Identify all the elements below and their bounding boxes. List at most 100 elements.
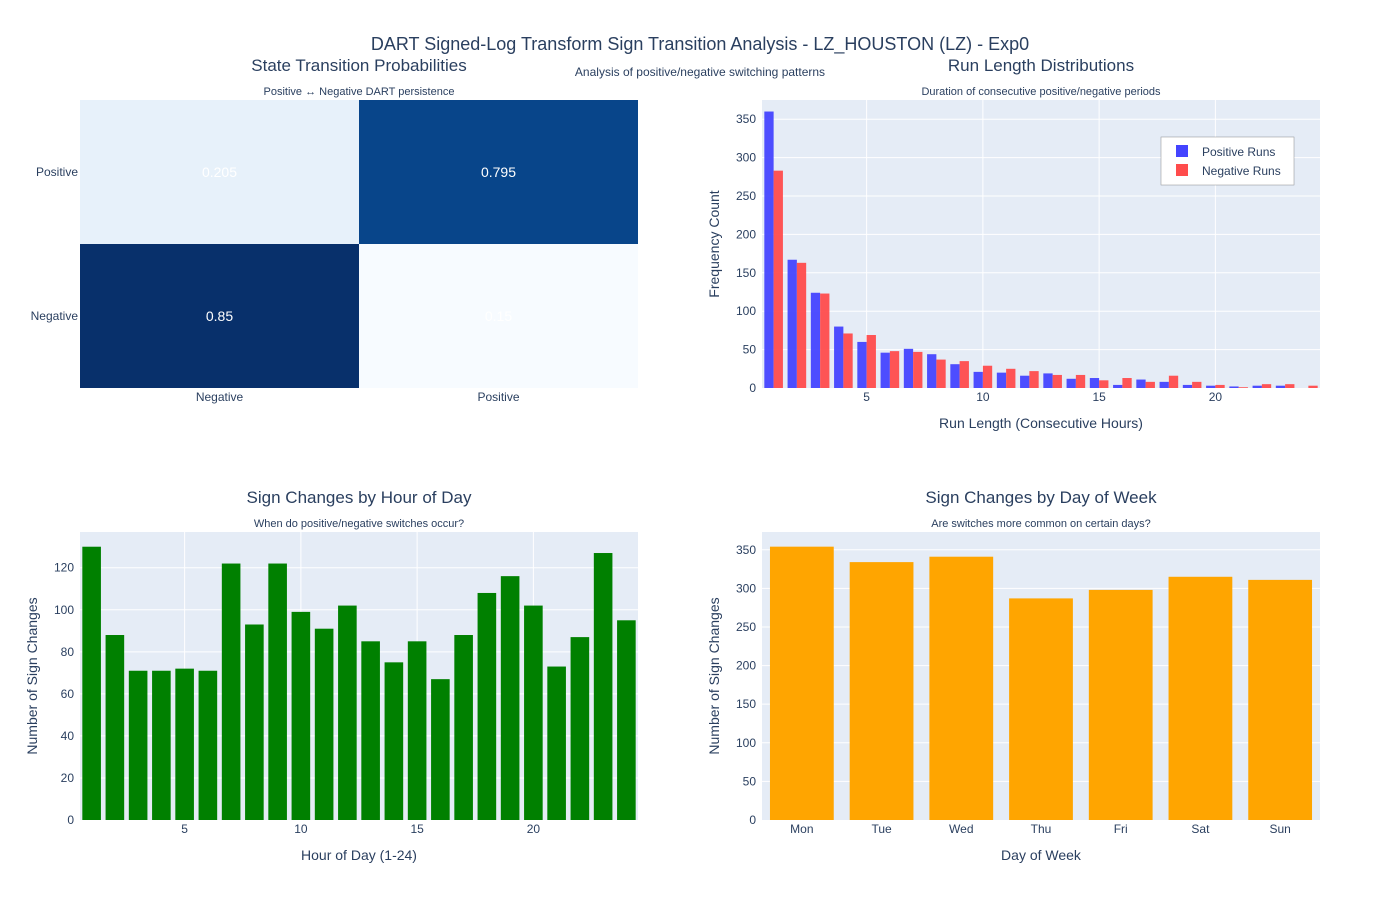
legend-swatch-negative [1176, 164, 1188, 176]
bar [1248, 579, 1313, 820]
heatmap-cell-negative-to-negative [80, 244, 359, 388]
bar-positive-runs [857, 341, 867, 388]
bar [1168, 576, 1233, 820]
heatmap-cell-positive-to-positive [359, 100, 638, 244]
bar [524, 605, 543, 820]
bar [500, 576, 520, 820]
day-subtitle: Are switches more common on certain days… [931, 518, 1150, 530]
run-length-xlabel: Run Length (Consecutive Hours) [939, 415, 1143, 431]
y-tick-label: 350 [736, 543, 756, 557]
x-tick-label: 15 [410, 822, 424, 836]
hour-subtitle: When do positive/negative switches occur… [254, 518, 464, 530]
bar [221, 563, 241, 820]
y-tick-label: 100 [736, 736, 756, 750]
bar-positive-runs [950, 364, 960, 388]
bar [593, 553, 613, 820]
bar-positive-runs [1182, 384, 1193, 388]
day-xlabel: Day of Week [1001, 847, 1082, 863]
x-tick-label: 5 [181, 822, 188, 836]
bar [314, 628, 334, 820]
bar [477, 592, 497, 820]
x-tick-label: 10 [976, 390, 990, 404]
bar-positive-runs [810, 292, 821, 388]
x-tick-label: 20 [1209, 390, 1223, 404]
x-tick-label: 20 [527, 822, 541, 836]
bar-positive-runs [1089, 378, 1100, 388]
hour-of-day-panel: Sign Changes by Hour of Day When do posi… [24, 488, 638, 863]
legend-item-positive[interactable]: Positive Runs [1176, 145, 1275, 159]
y-tick-label: 300 [736, 151, 756, 165]
bar-positive-runs [1159, 381, 1169, 388]
bar [454, 635, 473, 820]
bar [617, 620, 636, 820]
legend-item-negative[interactable]: Negative Runs [1176, 164, 1281, 178]
bar-negative-runs [1122, 378, 1132, 388]
x-tick-label: 10 [294, 822, 308, 836]
bar-positive-runs [903, 348, 914, 388]
legend[interactable]: Positive Runs Negative Runs [1160, 136, 1295, 186]
bar [1088, 589, 1153, 820]
y-tick-label: 150 [736, 266, 756, 280]
x-tick-label: Wed [949, 822, 973, 836]
bar-negative-runs [1238, 387, 1248, 388]
y-tick-label: 100 [54, 603, 74, 617]
y-tick-label: 0 [749, 813, 756, 827]
y-tick-label: 0 [749, 381, 756, 395]
legend-swatch-positive [1176, 145, 1188, 157]
x-tick-label: 5 [863, 390, 870, 404]
hour-xlabel: Hour of Day (1-24) [301, 847, 417, 863]
bar-negative-runs [1052, 374, 1062, 388]
bar-negative-runs [1099, 380, 1109, 388]
bar-positive-runs [1206, 385, 1216, 388]
heatmap-value-label: 0.15 [485, 308, 512, 324]
figure-title: DART Signed-Log Transform Sign Transitio… [371, 34, 1029, 55]
heatmap-subtitle: Positive ↔ Negative DART persistence [264, 86, 455, 98]
bar-positive-runs [1113, 384, 1123, 388]
bar-positive-runs [1066, 378, 1076, 388]
x-tick-label: Fri [1114, 822, 1128, 836]
bar [1009, 598, 1073, 820]
bar-negative-runs [889, 351, 900, 388]
bar-negative-runs [1168, 375, 1179, 388]
bar [361, 641, 380, 820]
bar [431, 679, 450, 820]
run-length-title: Run Length Distributions [948, 56, 1134, 75]
bar-positive-runs [834, 326, 844, 388]
plot-background [80, 532, 638, 820]
bar-negative-runs [913, 351, 923, 388]
bar-positive-runs [1020, 375, 1030, 388]
bar-negative-runs [1285, 384, 1295, 388]
heatmap-cell-positive-to-negative [80, 100, 359, 244]
bar-negative-runs [1145, 381, 1155, 388]
heatmap-x-tick-label: Negative [196, 390, 244, 404]
y-tick-label: 100 [736, 304, 756, 318]
bar [152, 670, 171, 820]
bar [198, 670, 218, 820]
run-length-ylabel: Frequency Count [706, 190, 722, 298]
bar-negative-runs [866, 335, 876, 388]
hour-ylabel: Number of Sign Changes [24, 597, 40, 754]
day-ylabel: Number of Sign Changes [706, 597, 722, 754]
heatmap-value-label: 0.85 [206, 308, 233, 324]
transition-heatmap-panel: State Transition Probabilities Positive … [31, 56, 638, 404]
bar [570, 637, 590, 820]
x-tick-label: Thu [1031, 822, 1052, 836]
bar-negative-runs [1029, 371, 1039, 388]
y-tick-label: 150 [736, 697, 756, 711]
y-tick-label: 80 [61, 645, 75, 659]
heatmap-value-label: 0.795 [481, 164, 516, 180]
y-tick-label: 120 [54, 561, 74, 575]
bar [105, 635, 125, 820]
y-tick-label: 20 [61, 771, 75, 785]
bar-negative-runs [1261, 384, 1272, 388]
bar-negative-runs [843, 333, 853, 388]
bar-negative-runs [1192, 381, 1202, 388]
bar-positive-runs [787, 259, 797, 388]
bar-negative-runs [796, 262, 807, 388]
bar [849, 562, 914, 820]
bar-negative-runs [1006, 368, 1016, 388]
bar [175, 668, 194, 820]
heatmap-title: State Transition Probabilities [251, 56, 466, 75]
